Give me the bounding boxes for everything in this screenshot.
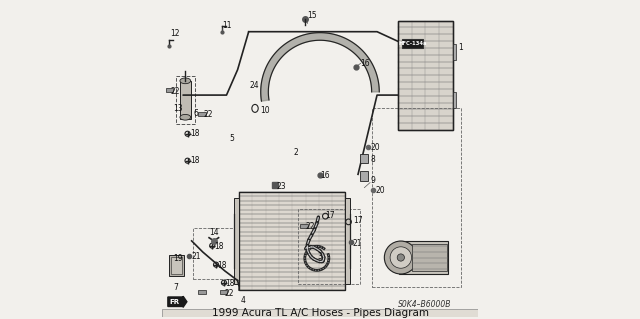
Text: 17: 17: [353, 216, 363, 226]
Text: 16: 16: [360, 59, 370, 68]
Bar: [453, 44, 456, 60]
Bar: [198, 290, 205, 294]
Bar: [239, 192, 346, 290]
Bar: [397, 21, 453, 130]
Text: 21: 21: [191, 252, 201, 261]
Text: 16: 16: [321, 171, 330, 181]
Bar: [397, 21, 453, 130]
Text: 9: 9: [370, 176, 375, 185]
Bar: [412, 244, 447, 271]
Text: 20: 20: [375, 186, 385, 195]
Bar: [453, 92, 456, 108]
Bar: [166, 88, 173, 92]
Text: 10: 10: [260, 107, 270, 115]
FancyArrow shape: [168, 296, 187, 307]
Bar: [298, 209, 360, 284]
Text: 1999 Acura TL A/C Hoses - Pipes Diagram: 1999 Acura TL A/C Hoses - Pipes Diagram: [211, 308, 429, 318]
Text: 17: 17: [325, 211, 335, 220]
Bar: [193, 228, 237, 279]
Text: 8: 8: [370, 155, 375, 164]
Text: 22: 22: [170, 87, 180, 96]
Text: 1: 1: [458, 43, 463, 52]
Text: 12: 12: [170, 29, 180, 38]
Bar: [234, 198, 239, 284]
Text: FR: FR: [169, 299, 179, 305]
Bar: [161, 309, 479, 317]
Bar: [171, 257, 182, 274]
Text: 20: 20: [370, 143, 380, 152]
Text: 15: 15: [307, 11, 317, 20]
Text: 11: 11: [222, 21, 232, 30]
Ellipse shape: [180, 115, 191, 120]
Text: 13: 13: [173, 104, 183, 113]
Bar: [300, 224, 308, 227]
Bar: [399, 241, 449, 274]
Bar: [360, 154, 367, 163]
Text: 22: 22: [225, 289, 234, 298]
Text: 22: 22: [306, 222, 316, 231]
Text: 14: 14: [210, 227, 220, 236]
Text: 6: 6: [193, 109, 198, 118]
Text: 18: 18: [190, 129, 200, 138]
Bar: [239, 192, 346, 290]
Circle shape: [385, 241, 417, 274]
Text: 24: 24: [250, 81, 259, 90]
Text: 18: 18: [225, 279, 235, 288]
Bar: [176, 76, 195, 123]
Bar: [372, 108, 461, 287]
Text: HFC-134a: HFC-134a: [399, 41, 427, 46]
Circle shape: [390, 247, 412, 268]
Polygon shape: [260, 33, 380, 101]
Text: 23: 23: [276, 182, 286, 191]
Bar: [360, 171, 367, 181]
Text: 5: 5: [230, 134, 234, 143]
Circle shape: [397, 254, 404, 261]
Text: S0K4–B6000B: S0K4–B6000B: [398, 300, 451, 309]
Text: 4: 4: [240, 296, 245, 305]
Text: 18: 18: [218, 261, 227, 270]
Text: 19: 19: [173, 255, 183, 263]
Bar: [198, 112, 206, 116]
Text: 2: 2: [293, 148, 298, 157]
Ellipse shape: [180, 78, 191, 84]
Text: 7: 7: [173, 283, 179, 292]
Text: 22: 22: [204, 110, 213, 119]
Text: 18: 18: [190, 156, 200, 165]
Bar: [220, 290, 227, 294]
Text: 21: 21: [353, 239, 362, 248]
Bar: [170, 255, 184, 276]
Bar: [403, 39, 423, 48]
Text: 3: 3: [317, 252, 323, 261]
Bar: [346, 198, 350, 284]
Text: 18: 18: [214, 242, 223, 251]
Bar: [180, 81, 191, 119]
